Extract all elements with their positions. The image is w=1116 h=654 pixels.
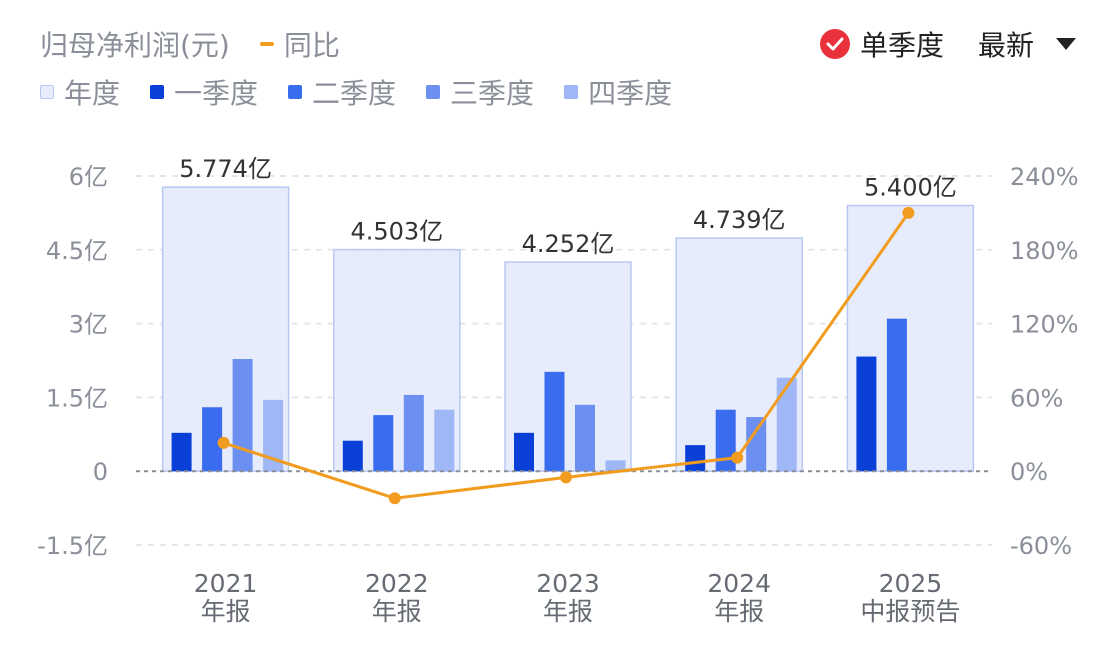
- x-tick-label: 2025: [879, 569, 943, 598]
- quarter-bar: [263, 399, 284, 472]
- yoy-line: [217, 206, 915, 505]
- quarter-bar: [342, 440, 363, 472]
- legend-label-q2: 二季度: [312, 77, 397, 110]
- annual-value-label: 4.503亿: [350, 218, 443, 246]
- yoy-line-icon: [259, 42, 274, 46]
- quarter-bar: [856, 356, 877, 472]
- x-tick-label: 2021: [194, 569, 258, 598]
- x-tick-label: 2022: [365, 569, 429, 598]
- q1-swatch-icon: [150, 85, 165, 99]
- yoy-point: [560, 471, 572, 484]
- yoy-point: [388, 492, 401, 505]
- quarter-bar: [746, 417, 767, 472]
- left-axis-ticks: 6亿 4.5亿 3亿 1.5亿 0 -1.5亿: [37, 163, 108, 560]
- q3-swatch-icon: [426, 85, 441, 99]
- annual-value-label: 5.774亿: [179, 155, 272, 183]
- quarter-bar: [776, 377, 797, 472]
- legend-label-yoy: 同比: [283, 29, 340, 62]
- legend-label-annual: 年度: [64, 77, 121, 110]
- right-tick-label: -60%: [1010, 532, 1072, 560]
- period-dropdown-value: 最新: [977, 29, 1034, 62]
- quarter-bar: [202, 407, 223, 472]
- q4-swatch-icon: [564, 85, 579, 99]
- quarter-bar: [575, 404, 595, 472]
- yoy-point: [902, 206, 915, 219]
- quarter-bar: [434, 409, 455, 472]
- right-tick-label: 180%: [1010, 237, 1079, 265]
- x-tick-label: 年报: [714, 597, 764, 626]
- legend-item-q3[interactable]: 三季度: [426, 72, 534, 112]
- right-tick-label: 0%: [1010, 458, 1048, 486]
- annual-swatch-icon: [40, 85, 54, 99]
- legend-item-q1[interactable]: 一季度: [150, 72, 258, 112]
- right-tick-label: 120%: [1010, 311, 1079, 339]
- right-tick-label: 240%: [1010, 163, 1079, 191]
- right-axis-ticks: 240% 180% 120% 60% 0% -60%: [1010, 163, 1079, 560]
- annual-value-label: 4.739亿: [693, 206, 786, 234]
- single-quarter-label: 单季度: [859, 29, 944, 62]
- left-tick-label: 0: [93, 458, 108, 486]
- x-tick-label: 中报预告: [860, 597, 960, 626]
- quarter-bar: [886, 318, 907, 472]
- quarter-bar: [171, 432, 192, 472]
- left-tick-label: 1.5亿: [46, 384, 108, 412]
- quarter-bar: [685, 445, 706, 472]
- x-tick-label: 2024: [707, 569, 771, 598]
- right-tick-label: 60%: [1010, 384, 1063, 412]
- period-dropdown[interactable]: 最新: [978, 24, 1076, 64]
- quarter-bar: [605, 460, 626, 472]
- chart-header: 归母净利润(元) 同比 年度 一季度 二季度 三季度 四季度: [0, 0, 1116, 130]
- quarter-bar: [715, 409, 736, 472]
- q2-swatch-icon: [288, 85, 303, 99]
- legend: 年度 一季度 二季度 三季度 四季度: [40, 72, 702, 112]
- caret-down-icon: [1056, 38, 1076, 50]
- annual-value-label: 4.252亿: [522, 230, 615, 258]
- quarter-bars: [171, 318, 907, 472]
- legend-label-q4: 四季度: [588, 77, 673, 110]
- quarter-bar: [232, 359, 253, 472]
- quarter-bar: [403, 394, 424, 472]
- quarter-bar: [544, 371, 565, 472]
- x-tick-label: 2023: [536, 569, 600, 598]
- x-tick-label: 年报: [372, 597, 422, 626]
- legend-item-annual[interactable]: 年度: [40, 72, 120, 112]
- quarter-bar: [373, 415, 394, 472]
- legend-item-q2[interactable]: 二季度: [288, 72, 396, 112]
- yoy-point: [731, 451, 744, 464]
- left-tick-label: -1.5亿: [37, 532, 108, 560]
- legend-label-q1: 一季度: [174, 77, 259, 110]
- left-tick-label: 6亿: [69, 163, 108, 191]
- left-tick-label: 3亿: [69, 311, 108, 339]
- legend-item-yoy[interactable]: 同比: [259, 24, 340, 64]
- chart-title: 归母净利润(元): [40, 29, 230, 62]
- single-quarter-toggle[interactable]: 单季度: [819, 24, 944, 64]
- quarter-bar: [514, 432, 534, 472]
- x-tick-label: 年报: [201, 597, 251, 626]
- check-circle-icon: [819, 29, 850, 59]
- x-tick-label: 年报: [543, 597, 593, 626]
- title-row: 归母净利润(元) 同比: [40, 24, 340, 64]
- left-tick-label: 4.5亿: [46, 237, 108, 265]
- annual-labels: 5.774亿 4.503亿 4.252亿 4.739亿 5.400亿: [179, 155, 957, 258]
- annual-value-label: 5.400亿: [864, 174, 957, 202]
- legend-label-q3: 三季度: [450, 77, 535, 110]
- legend-item-q4[interactable]: 四季度: [564, 72, 672, 112]
- yoy-point: [217, 436, 230, 449]
- chart-controls: 单季度 最新: [819, 24, 1076, 64]
